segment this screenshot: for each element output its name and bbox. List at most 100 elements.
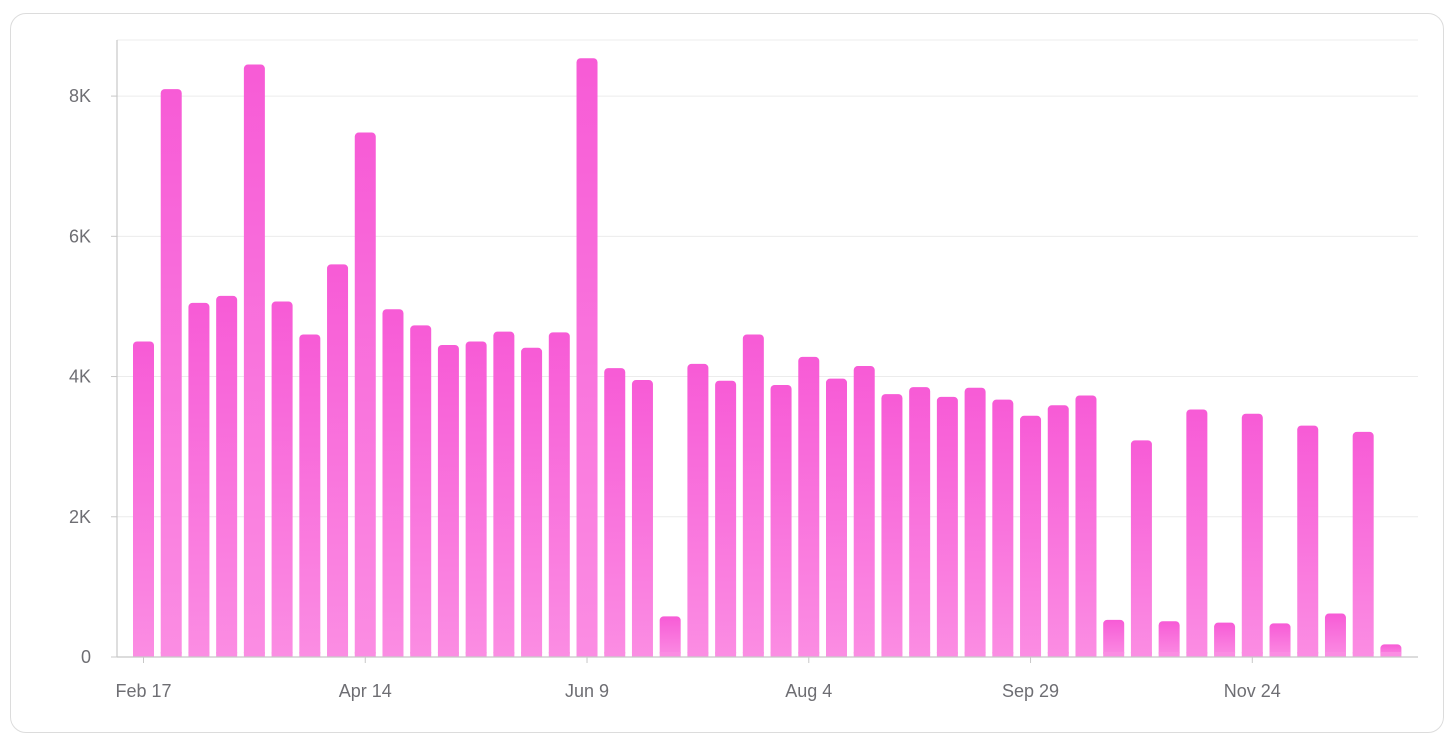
bar-base (798, 652, 820, 657)
bar-base (1241, 652, 1263, 657)
bar-base (604, 652, 626, 657)
bar[interactable] (1297, 425, 1319, 657)
bar[interactable] (826, 378, 847, 657)
bar[interactable] (299, 334, 321, 657)
bar[interactable] (576, 58, 598, 657)
bar-base (770, 652, 792, 657)
bar-base (1186, 652, 1208, 657)
bar-base (1269, 652, 1291, 657)
bar[interactable] (521, 347, 543, 657)
bar-base (1075, 652, 1097, 657)
bar[interactable] (1047, 405, 1069, 657)
bar-base (964, 652, 986, 657)
bar-base (687, 652, 709, 657)
bar[interactable] (160, 89, 182, 658)
bar[interactable] (992, 399, 1014, 657)
bar[interactable] (410, 325, 432, 657)
bar[interactable] (659, 616, 681, 657)
bar[interactable] (188, 302, 210, 657)
bar[interactable] (216, 295, 238, 657)
bar-base (188, 652, 210, 657)
y-tick-label: 8K (69, 86, 91, 106)
bar-base (742, 652, 764, 657)
bar-base (853, 652, 875, 657)
bar[interactable] (1075, 395, 1097, 657)
bar[interactable] (1130, 440, 1152, 657)
y-tick-label: 6K (69, 226, 91, 246)
bar-base (909, 652, 931, 657)
bar[interactable] (1020, 415, 1042, 657)
bar-base (354, 652, 376, 657)
bar[interactable] (798, 356, 820, 657)
x-tick-label: Nov 24 (1224, 681, 1281, 701)
bar[interactable] (1214, 622, 1236, 657)
bar-base (382, 652, 404, 657)
bar[interactable] (1241, 413, 1263, 657)
bar-base (576, 652, 598, 657)
bar[interactable] (715, 380, 737, 657)
bar-base (327, 652, 349, 657)
bar[interactable] (548, 332, 570, 657)
bar[interactable] (1103, 619, 1125, 657)
bar-base (1214, 652, 1236, 657)
bar-base (715, 652, 737, 657)
bar[interactable] (243, 64, 265, 657)
x-tick-label: Apr 14 (339, 681, 392, 701)
x-tick-label: Jun 9 (565, 681, 609, 701)
bar[interactable] (133, 341, 154, 657)
bar[interactable] (465, 341, 487, 657)
bar-base (1047, 652, 1069, 657)
bar[interactable] (354, 132, 376, 658)
bar[interactable] (1186, 409, 1208, 657)
x-tick-label: Feb 17 (115, 681, 171, 701)
bar-base (548, 652, 570, 657)
bar[interactable] (327, 264, 349, 657)
bar-base (1352, 652, 1374, 657)
bar-base (493, 652, 515, 657)
bar-base (1158, 652, 1180, 657)
bar[interactable] (687, 363, 709, 657)
bars (133, 58, 1402, 658)
bar-base (465, 652, 487, 657)
bar[interactable] (742, 334, 764, 657)
y-tick-label: 2K (69, 507, 91, 527)
bar[interactable] (382, 309, 404, 657)
bar-base (1380, 652, 1402, 657)
bar-base (1103, 652, 1125, 657)
bar[interactable] (770, 384, 792, 657)
bar[interactable] (604, 368, 626, 657)
bar[interactable] (936, 396, 958, 657)
bar[interactable] (437, 344, 459, 657)
bar[interactable] (1352, 431, 1374, 657)
bar[interactable] (853, 366, 875, 657)
bar[interactable] (881, 394, 903, 657)
bar[interactable] (1324, 613, 1346, 657)
y-axis-ticks: 0 2K 4K 6K 8K (69, 86, 117, 667)
bar[interactable] (964, 387, 986, 657)
bar-base (437, 652, 459, 657)
bar[interactable] (1158, 621, 1180, 657)
bar-base (992, 652, 1014, 657)
bar[interactable] (493, 331, 515, 657)
bar[interactable] (271, 301, 293, 657)
bar-base (881, 652, 903, 657)
bar-base (1297, 652, 1319, 657)
x-tick-label: Aug 4 (785, 681, 832, 701)
bar-base (133, 652, 154, 657)
bar-base (216, 652, 238, 657)
bar-base (1130, 652, 1152, 657)
bar-base (160, 652, 182, 657)
bar-base (243, 652, 265, 657)
x-axis-ticks: Feb 17 Apr 14 Jun 9 Aug 4 Sep 29 Nov 24 (115, 657, 1281, 701)
bar-base (1020, 652, 1042, 657)
bar[interactable] (631, 380, 653, 657)
bar-base (826, 652, 847, 657)
bar[interactable] (1269, 623, 1291, 657)
bar[interactable] (909, 387, 931, 657)
x-tick-label: Sep 29 (1002, 681, 1059, 701)
bar-base (410, 652, 432, 657)
bar-base (299, 652, 321, 657)
axes (116, 40, 1418, 658)
bar-base (521, 652, 543, 657)
